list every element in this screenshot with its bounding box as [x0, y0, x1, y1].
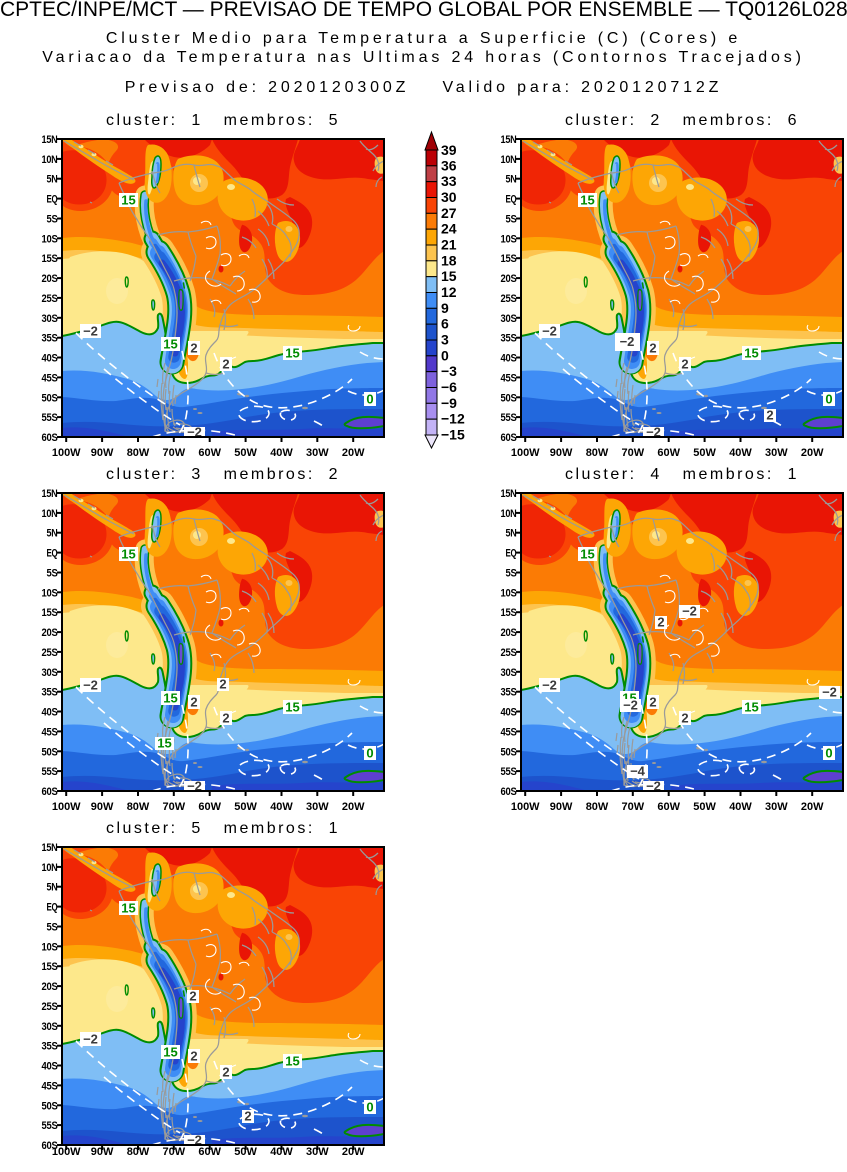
- svg-text:−3: −3: [441, 363, 457, 379]
- svg-text:−15: −15: [441, 427, 465, 443]
- svg-text:15: 15: [441, 268, 457, 284]
- svg-text:12: 12: [441, 284, 457, 300]
- svg-text:6: 6: [441, 316, 449, 332]
- svg-text:−2: −2: [620, 334, 635, 349]
- svg-text:2: 2: [189, 989, 196, 1004]
- svg-text:0: 0: [441, 347, 449, 363]
- svg-text:15: 15: [157, 736, 171, 751]
- svg-text:2: 2: [244, 1109, 251, 1124]
- svg-text:21: 21: [441, 237, 457, 253]
- svg-text:−12: −12: [441, 411, 465, 427]
- svg-text:2: 2: [219, 677, 226, 692]
- svg-text:−2: −2: [623, 698, 638, 713]
- svg-text:−2: −2: [682, 604, 697, 619]
- svg-text:39: 39: [441, 142, 457, 158]
- svg-text:33: 33: [441, 173, 457, 189]
- svg-text:24: 24: [441, 221, 457, 237]
- svg-text:3: 3: [441, 332, 449, 348]
- svg-text:18: 18: [441, 252, 457, 268]
- svg-text:2: 2: [766, 408, 773, 423]
- svg-text:−6: −6: [441, 379, 457, 395]
- svg-text:−2: −2: [822, 685, 837, 700]
- svg-text:30: 30: [441, 189, 457, 205]
- svg-text:27: 27: [441, 205, 457, 221]
- svg-text:−9: −9: [441, 395, 457, 411]
- svg-text:−4: −4: [630, 764, 646, 779]
- svg-text:9: 9: [441, 300, 449, 316]
- svg-text:36: 36: [441, 157, 457, 173]
- svg-text:2: 2: [657, 615, 664, 630]
